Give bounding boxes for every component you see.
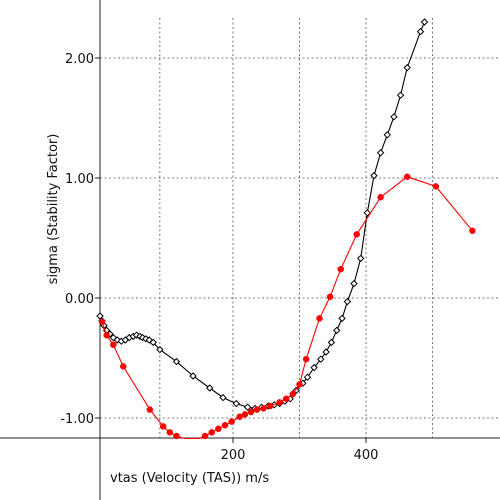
data-point — [317, 355, 325, 363]
data-point — [416, 27, 425, 36]
data-point — [149, 338, 157, 347]
data-point — [243, 403, 252, 411]
x-tick-label: 400 — [354, 448, 379, 463]
grid — [100, 18, 500, 438]
data-point — [215, 425, 222, 433]
y-tick-label: 1.00 — [65, 172, 94, 187]
data-point — [282, 395, 290, 403]
data-point — [377, 193, 384, 201]
data-point — [172, 357, 181, 366]
data-point — [390, 113, 398, 121]
data-point — [206, 384, 214, 392]
y-tick-label: -1.00 — [60, 412, 94, 427]
y-axis-label: sigma (Stability Factor) — [46, 134, 61, 285]
data-point — [96, 312, 104, 320]
data-point — [420, 18, 429, 26]
data-point — [103, 331, 110, 339]
data-point — [326, 293, 334, 301]
series — [96, 18, 476, 440]
data-point — [189, 372, 197, 380]
y-tick-label: 0.00 — [65, 292, 94, 307]
data-point — [363, 209, 372, 217]
data-point — [353, 231, 360, 238]
data-point — [403, 173, 411, 181]
data-point — [146, 406, 154, 413]
data-point — [208, 429, 215, 436]
data-point — [219, 393, 227, 402]
data-point — [337, 265, 344, 273]
data-point — [110, 341, 117, 349]
data-point — [228, 418, 235, 425]
data-point — [201, 432, 209, 440]
data-point — [302, 355, 310, 363]
data-point — [310, 363, 318, 372]
data-point — [356, 254, 365, 263]
data-point — [383, 131, 391, 139]
series-1 — [96, 18, 429, 413]
y-tick-label: 2.00 — [65, 52, 94, 67]
data-point — [98, 318, 106, 326]
data-point — [159, 423, 167, 430]
data-point — [241, 411, 249, 418]
data-point — [469, 227, 476, 235]
data-point — [376, 149, 385, 157]
data-point — [166, 429, 174, 436]
data-point — [316, 315, 323, 322]
data-point — [120, 363, 127, 370]
data-point — [343, 297, 352, 306]
data-point — [221, 421, 229, 429]
data-point — [432, 183, 440, 190]
data-point — [403, 63, 411, 72]
tick-labels: 2.00 1.00 0.00 -1.00 200 400 — [60, 52, 378, 463]
data-point — [156, 345, 164, 354]
data-point — [236, 413, 243, 421]
data-point — [370, 171, 378, 180]
data-point — [303, 373, 312, 381]
data-point — [333, 326, 341, 335]
data-point — [350, 279, 358, 288]
data-point — [232, 399, 241, 408]
data-point — [247, 408, 255, 416]
series-1-line — [99, 21, 426, 409]
data-point — [260, 405, 267, 412]
data-point — [266, 402, 274, 410]
x-axis-label: vtas (Velocity (TAS)) m/s — [110, 471, 269, 486]
data-point — [396, 91, 405, 99]
data-point — [338, 314, 346, 323]
data-point — [296, 381, 303, 388]
data-point — [173, 432, 180, 440]
series-2 — [98, 173, 476, 440]
data-point — [327, 338, 336, 347]
x-tick-label: 200 — [221, 448, 246, 463]
data-point — [322, 348, 330, 356]
data-point — [276, 399, 283, 406]
data-point — [289, 390, 297, 398]
data-point — [253, 406, 261, 413]
